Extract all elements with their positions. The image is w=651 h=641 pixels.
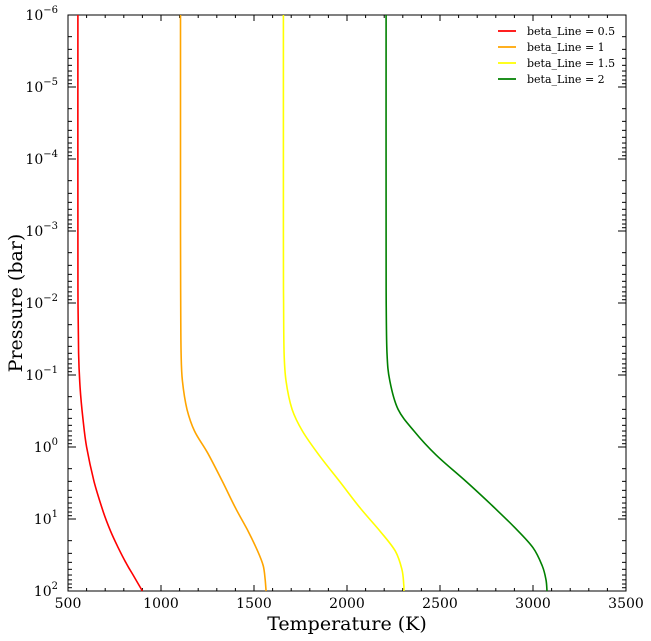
series-line-2 <box>282 15 405 592</box>
series-line-3 <box>385 14 548 592</box>
x-axis-title: Temperature (K) <box>267 613 427 635</box>
y-tick-base: 10 <box>25 224 43 240</box>
legend-label: beta_Line = 1 <box>527 41 605 54</box>
y-tick-exponent: −3 <box>43 221 58 232</box>
y-tick-exponent: −2 <box>43 293 58 304</box>
y-tick-base: 10 <box>34 512 52 528</box>
series-line-1 <box>179 15 267 592</box>
legend-label: beta_Line = 0.5 <box>527 25 615 38</box>
y-tick-exponent: −5 <box>43 77 58 88</box>
x-tick-label: 1500 <box>236 596 272 612</box>
ticks-layer: 500 1000 1500 2000 2500 3000 350010−610−510−41… <box>25 5 643 612</box>
y-tick-base: 10 <box>25 368 43 384</box>
legend: beta_Line = 0.5 beta_Line = 1 beta_Line = … <box>498 25 615 86</box>
y-tick-base: 10 <box>34 584 52 600</box>
y-tick-label: 10−5 <box>25 77 58 96</box>
y-axis-title: Pressure (bar) <box>5 234 27 373</box>
series-layer <box>77 14 548 592</box>
y-tick-label: 10−1 <box>25 365 58 384</box>
x-tick-label: 2500 <box>422 596 458 612</box>
y-tick-label: 100 <box>34 437 58 456</box>
x-tick-label: 3500 <box>608 596 644 612</box>
y-tick-exponent: −4 <box>43 149 58 160</box>
y-tick-base: 10 <box>25 80 43 96</box>
y-tick-exponent: 2 <box>52 581 58 592</box>
y-tick-base: 10 <box>25 296 43 312</box>
y-tick-label: 10−6 <box>25 5 58 24</box>
y-tick-base: 10 <box>25 8 43 24</box>
x-tick-label: 1000 <box>143 596 179 612</box>
y-tick-label: 10−4 <box>25 149 58 168</box>
y-tick-label: 101 <box>34 509 58 528</box>
y-tick-label: 102 <box>34 581 58 600</box>
y-tick-exponent: −6 <box>43 5 58 16</box>
legend-label: beta_Line = 2 <box>527 73 605 86</box>
y-tick-label: 10−3 <box>25 221 58 240</box>
y-tick-exponent: −1 <box>43 365 58 376</box>
y-tick-exponent: 0 <box>52 437 58 448</box>
y-tick-base: 10 <box>25 152 43 168</box>
plot-area <box>67 14 627 592</box>
y-tick-label: 10−2 <box>25 293 58 312</box>
y-tick-base: 10 <box>34 440 52 456</box>
x-tick-label: 3000 <box>515 596 551 612</box>
x-tick-label: 500 <box>55 596 82 612</box>
legend-label: beta_Line = 1.5 <box>527 57 615 70</box>
series-line-0 <box>77 14 144 592</box>
y-tick-exponent: 1 <box>52 509 58 520</box>
x-tick-label: 2000 <box>329 596 365 612</box>
